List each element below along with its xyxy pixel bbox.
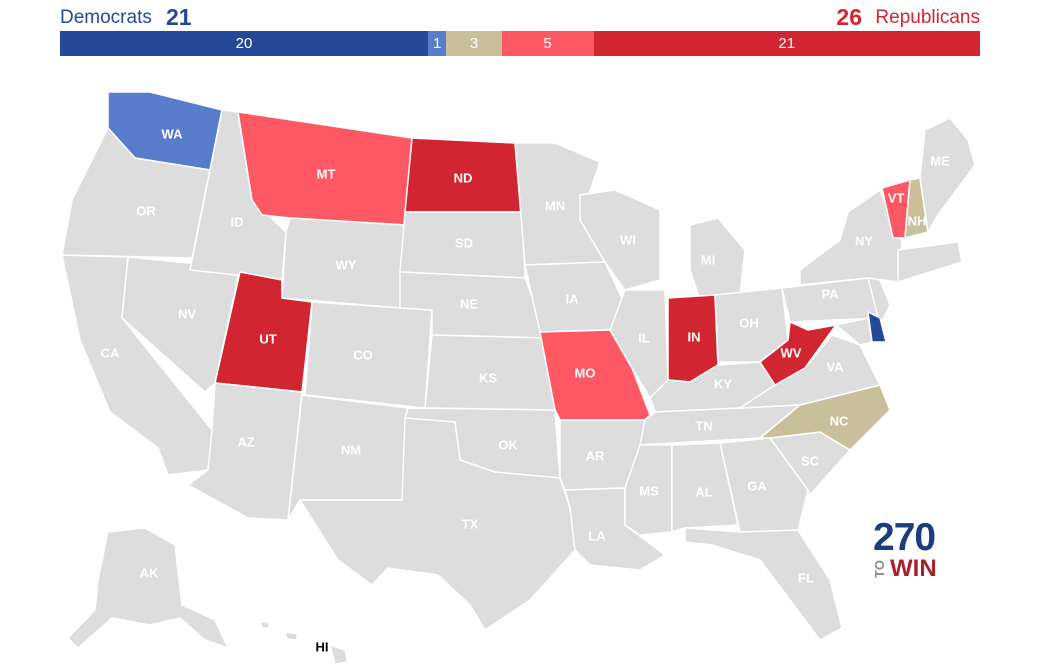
state-nj[interactable]	[867, 277, 891, 326]
bar-segment-likely-rep[interactable]: 5	[501, 31, 594, 56]
label-ks: KS	[479, 371, 497, 386]
state-md[interactable]	[835, 317, 873, 346]
state-me[interactable]	[919, 117, 976, 233]
label-wv: WV	[781, 346, 802, 361]
label-mt: MT	[317, 167, 336, 182]
label-al: AL	[695, 485, 712, 500]
label-mi: MI	[701, 253, 715, 268]
label-nd: ND	[454, 171, 473, 186]
logo-to: TO	[872, 560, 887, 578]
label-nv: NV	[178, 307, 196, 322]
label-mo: MO	[575, 366, 596, 381]
state-ga[interactable]	[719, 437, 809, 533]
label-wa: WA	[162, 127, 184, 142]
label-tx: TX	[462, 517, 479, 532]
bar-segment-safe-dem[interactable]: 20	[60, 31, 428, 56]
state-ny[interactable]	[799, 189, 903, 286]
label-fl: FL	[798, 571, 814, 586]
label-nm: NM	[341, 443, 361, 458]
label-ca: CA	[101, 346, 120, 361]
label-il: IL	[638, 331, 650, 346]
270towin-logo: 270 TO WIN	[872, 516, 943, 584]
label-la: LA	[588, 529, 606, 544]
state-tx[interactable]	[299, 417, 576, 631]
logo-win: WIN	[890, 555, 937, 582]
republicans-label: Republicans	[875, 7, 980, 28]
label-va: VA	[826, 360, 844, 375]
label-wy: WY	[336, 258, 357, 273]
label-ms: MS	[639, 484, 659, 499]
label-sd: SD	[455, 236, 473, 251]
state-hi[interactable]	[259, 621, 349, 665]
label-ok: OK	[498, 438, 518, 453]
label-ne: NE	[460, 297, 478, 312]
label-ia: IA	[566, 292, 580, 307]
label-sc: SC	[801, 454, 820, 469]
state-wy[interactable]	[281, 217, 406, 309]
label-mn: MN	[545, 199, 565, 214]
label-ak: AK	[140, 566, 159, 581]
republicans-total: 26	[836, 4, 862, 30]
label-me: ME	[930, 154, 950, 169]
democrats-total: 21	[166, 4, 192, 30]
label-ny: NY	[855, 234, 873, 249]
label-nh: NH	[908, 214, 927, 229]
state-ak[interactable]	[67, 527, 229, 649]
label-az: AZ	[237, 435, 254, 450]
state-mi[interactable]	[689, 217, 746, 301]
logo-number: 270	[873, 516, 936, 559]
label-ut: UT	[259, 332, 276, 347]
seat-count-header: Democrats 21 26 Republicans	[60, 4, 980, 30]
seat-balance-bar: 20 1 3 5 21	[60, 31, 980, 56]
label-tn: TN	[695, 419, 712, 434]
label-pa: PA	[821, 287, 839, 302]
state-fl[interactable]	[684, 527, 843, 641]
label-ar: AR	[586, 449, 605, 464]
state-wv[interactable]	[759, 321, 837, 386]
label-nc: NC	[830, 414, 849, 429]
label-in: IN	[688, 330, 701, 345]
state-al[interactable]	[671, 442, 739, 533]
label-ga: GA	[747, 479, 767, 494]
democrats-label: Democrats	[60, 7, 152, 28]
bar-segment-tossup[interactable]: 3	[446, 31, 502, 56]
label-co: CO	[353, 348, 373, 363]
label-oh: OH	[739, 316, 759, 331]
label-id: ID	[231, 215, 244, 230]
bar-segment-safe-rep[interactable]: 21	[593, 31, 980, 56]
label-hi: HI	[316, 640, 329, 655]
label-vt: VT	[888, 191, 905, 206]
state-ct-ri-ma[interactable]	[897, 241, 963, 283]
label-wi: WI	[620, 233, 636, 248]
state-wi[interactable]	[579, 189, 661, 291]
label-ky: KY	[714, 377, 732, 392]
label-or: OR	[136, 204, 156, 219]
bar-segment-likely-dem[interactable]: 1	[428, 31, 447, 56]
